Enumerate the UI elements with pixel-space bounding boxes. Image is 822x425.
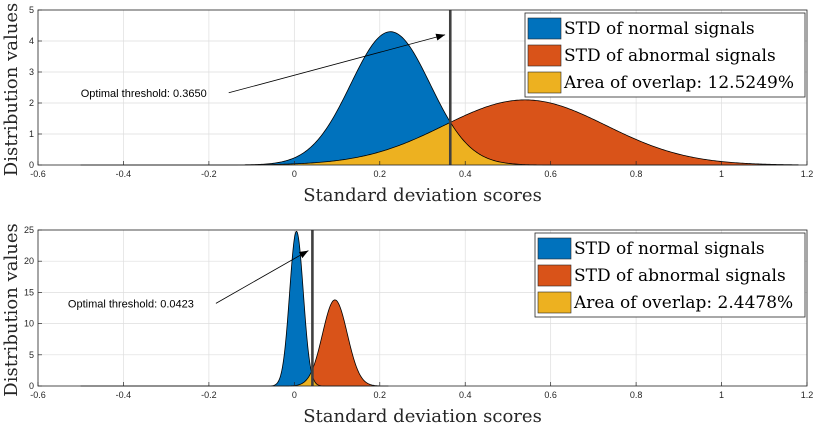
- x-tick-label: -0.4: [116, 390, 132, 400]
- x-tick-label: 0.2: [374, 169, 387, 179]
- x-tick-label: -0.6: [30, 169, 46, 179]
- legend-swatch-abnormal: [527, 44, 562, 67]
- legend-swatch-abnormal: [537, 264, 572, 287]
- ticks: -0.6 -0.4 -0.2 0 0.2 0.4 0.6 0.8 1 1.2 0 1 2 3 4 5: [29, 5, 813, 179]
- abnormal-distribution-area: [80, 299, 389, 386]
- legend-label-normal: STD of normal signals: [574, 239, 765, 259]
- y-tick-label: 5: [29, 5, 34, 15]
- y-tick-label: 15: [24, 287, 34, 297]
- y-tick-label: 10: [24, 319, 34, 329]
- y-tick-label: 0: [29, 160, 34, 170]
- x-tick-label: 0.6: [544, 169, 557, 179]
- ticks: -0.6 -0.4 -0.2 0 0.2 0.4 0.6 0.8 1 1.2 0 5 10 15 20 25: [24, 225, 813, 400]
- y-tick-label: 1: [29, 129, 34, 139]
- chart-panel-top: -0.6 -0.4 -0.2 0 0.2 0.4 0.6 0.8 1 1.2 0 1 2 3 4 5 Stan…: [1, 3, 813, 206]
- y-tick-label: 25: [24, 225, 34, 235]
- annotation-arrow: [215, 250, 309, 304]
- axes-box: [37, 229, 808, 387]
- legend-label-normal: STD of normal signals: [564, 19, 755, 39]
- x-tick-label: 0.4: [459, 169, 472, 179]
- annotation-text: Optimal threshold: 0.3650: [81, 88, 207, 100]
- x-tick-label: 0.8: [630, 390, 643, 400]
- axes-box: [37, 9, 808, 166]
- x-tick-label: 0.4: [459, 390, 472, 400]
- y-tick-label: 4: [29, 36, 34, 46]
- legend-label-overlap: Area of overlap: 2.4478%: [573, 293, 793, 313]
- x-tick-label: -0.2: [201, 169, 217, 179]
- x-tick-label: 1.2: [801, 390, 814, 400]
- y-tick-label: 5: [29, 350, 34, 360]
- x-tick-label: 0: [292, 390, 297, 400]
- x-axis-label: Standard deviation scores: [303, 185, 542, 206]
- legend-swatch-overlap: [527, 71, 562, 94]
- x-tick-label: 0: [292, 169, 297, 179]
- threshold-annotation: Optimal threshold: 0.3650: [81, 33, 446, 100]
- overlap-area: [80, 122, 799, 165]
- x-tick-label: 0.8: [630, 169, 643, 179]
- legend-label-overlap: Area of overlap: 12.5249%: [563, 73, 794, 93]
- x-tick-label: -0.2: [201, 390, 217, 400]
- legend-swatch-normal: [527, 17, 562, 40]
- legend-box: [534, 232, 806, 318]
- x-tick-label: 1.2: [801, 169, 814, 179]
- x-tick-label: -0.4: [116, 169, 132, 179]
- legend-box: [524, 12, 806, 98]
- legend-swatch-overlap: [537, 291, 572, 314]
- x-tick-label: -0.6: [30, 390, 46, 400]
- legend: STD of normal signals STD of abnormal si…: [524, 12, 806, 98]
- annotation-text: Optimal threshold: 0.0423: [68, 298, 194, 310]
- annotation-arrow-head: [435, 33, 446, 41]
- x-axis-label: Standard deviation scores: [303, 406, 542, 425]
- legend-swatch-normal: [537, 237, 572, 260]
- annotation-arrow-head: [298, 250, 309, 259]
- y-tick-label: 20: [24, 256, 34, 266]
- legend-label-abnormal: STD of abnormal signals: [574, 266, 786, 286]
- y-tick-label: 2: [29, 98, 34, 108]
- y-axis-label: Distribution values: [1, 223, 22, 396]
- x-tick-label: 0.6: [544, 390, 557, 400]
- annotation-arrow: [228, 34, 446, 94]
- x-tick-label: 1: [719, 390, 724, 400]
- x-tick-label: 0.2: [374, 390, 387, 400]
- legend-label-abnormal: STD of abnormal signals: [564, 46, 776, 66]
- threshold-annotation: Optimal threshold: 0.0423: [68, 250, 309, 310]
- y-tick-label: 3: [29, 67, 34, 77]
- x-tick-label: 1: [719, 169, 724, 179]
- chart-panel-bottom: -0.6 -0.4 -0.2 0 0.2 0.4 0.6 0.8 1 1.20510152025 …: [1, 223, 813, 425]
- y-axis-label: Distribution values: [1, 3, 22, 176]
- legend: STD of normal signals STD of abnormal si…: [534, 232, 806, 318]
- y-tick-label: 0: [29, 381, 34, 391]
